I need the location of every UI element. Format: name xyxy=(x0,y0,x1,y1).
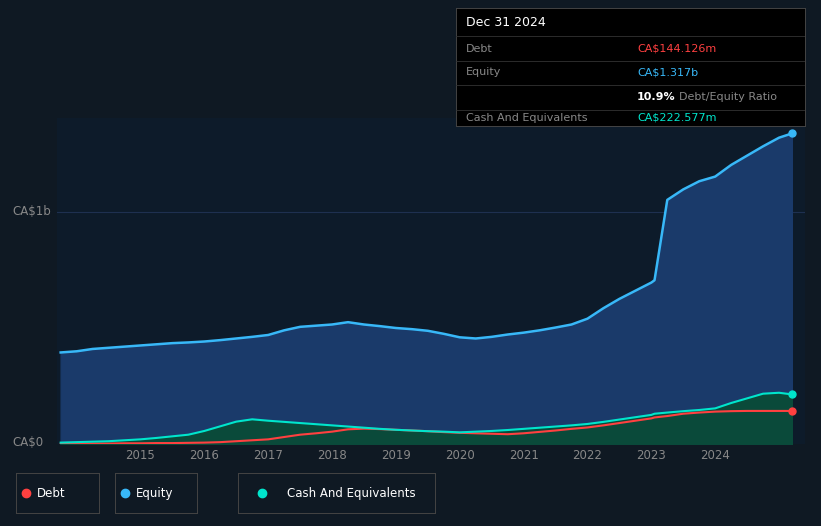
Text: Dec 31 2024: Dec 31 2024 xyxy=(466,16,546,29)
Text: Debt: Debt xyxy=(466,44,493,54)
Text: 10.9%: 10.9% xyxy=(637,92,676,102)
Text: Cash And Equivalents: Cash And Equivalents xyxy=(287,487,416,500)
Text: CA$1b: CA$1b xyxy=(12,205,51,218)
Text: Equity: Equity xyxy=(466,67,502,77)
Text: CA$222.577m: CA$222.577m xyxy=(637,113,717,123)
Text: CA$0: CA$0 xyxy=(12,436,44,449)
Text: Equity: Equity xyxy=(135,487,173,500)
Text: Debt/Equity Ratio: Debt/Equity Ratio xyxy=(679,92,777,102)
Text: CA$144.126m: CA$144.126m xyxy=(637,44,717,54)
Text: Cash And Equivalents: Cash And Equivalents xyxy=(466,113,588,123)
Text: CA$1.317b: CA$1.317b xyxy=(637,67,698,77)
Text: Debt: Debt xyxy=(37,487,66,500)
